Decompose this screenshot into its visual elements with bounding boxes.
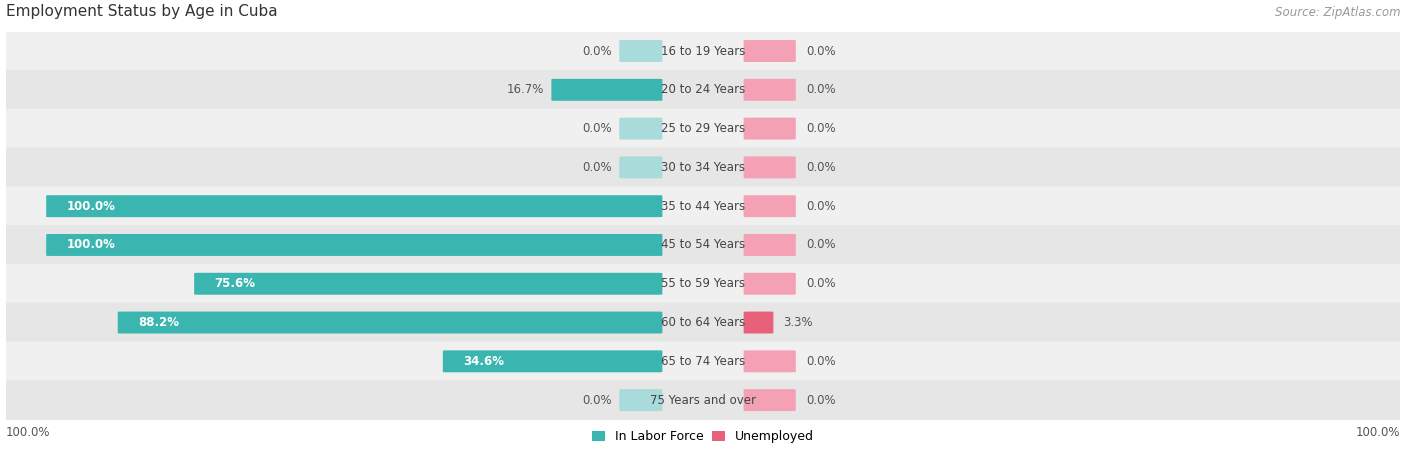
FancyBboxPatch shape <box>619 40 662 62</box>
FancyBboxPatch shape <box>744 157 796 178</box>
Text: 100.0%: 100.0% <box>66 238 115 252</box>
Text: 60 to 64 Years: 60 to 64 Years <box>661 316 745 329</box>
Legend: In Labor Force, Unemployed: In Labor Force, Unemployed <box>588 425 818 448</box>
Text: 0.0%: 0.0% <box>806 83 835 96</box>
Text: 55 to 59 Years: 55 to 59 Years <box>661 277 745 290</box>
FancyBboxPatch shape <box>744 311 773 333</box>
Text: 0.0%: 0.0% <box>806 200 835 213</box>
FancyBboxPatch shape <box>744 117 796 140</box>
Text: 16.7%: 16.7% <box>506 83 544 96</box>
Text: Source: ZipAtlas.com: Source: ZipAtlas.com <box>1275 6 1400 19</box>
Text: 25 to 29 Years: 25 to 29 Years <box>661 122 745 135</box>
Text: 0.0%: 0.0% <box>582 45 612 58</box>
Text: 0.0%: 0.0% <box>806 277 835 290</box>
Text: 16 to 19 Years: 16 to 19 Years <box>661 45 745 58</box>
FancyBboxPatch shape <box>744 351 796 372</box>
FancyBboxPatch shape <box>0 342 1406 381</box>
FancyBboxPatch shape <box>0 108 1406 148</box>
FancyBboxPatch shape <box>194 273 662 295</box>
FancyBboxPatch shape <box>46 234 662 256</box>
Text: 0.0%: 0.0% <box>806 161 835 174</box>
FancyBboxPatch shape <box>0 302 1406 342</box>
Text: 3.3%: 3.3% <box>783 316 813 329</box>
Text: 0.0%: 0.0% <box>582 394 612 407</box>
Text: 100.0%: 100.0% <box>6 427 51 440</box>
FancyBboxPatch shape <box>118 311 662 333</box>
FancyBboxPatch shape <box>0 380 1406 420</box>
Text: 75 Years and over: 75 Years and over <box>650 394 756 407</box>
FancyBboxPatch shape <box>0 186 1406 226</box>
Text: Employment Status by Age in Cuba: Employment Status by Age in Cuba <box>6 4 277 19</box>
FancyBboxPatch shape <box>0 31 1406 71</box>
FancyBboxPatch shape <box>46 195 662 217</box>
FancyBboxPatch shape <box>0 70 1406 110</box>
Text: 75.6%: 75.6% <box>214 277 254 290</box>
Text: 0.0%: 0.0% <box>806 45 835 58</box>
Text: 0.0%: 0.0% <box>806 355 835 368</box>
FancyBboxPatch shape <box>744 234 796 256</box>
FancyBboxPatch shape <box>744 389 796 411</box>
FancyBboxPatch shape <box>744 273 796 295</box>
FancyBboxPatch shape <box>619 157 662 178</box>
FancyBboxPatch shape <box>744 79 796 101</box>
Text: 35 to 44 Years: 35 to 44 Years <box>661 200 745 213</box>
Text: 45 to 54 Years: 45 to 54 Years <box>661 238 745 252</box>
FancyBboxPatch shape <box>619 117 662 140</box>
FancyBboxPatch shape <box>744 40 796 62</box>
FancyBboxPatch shape <box>619 389 662 411</box>
Text: 0.0%: 0.0% <box>806 122 835 135</box>
Text: 65 to 74 Years: 65 to 74 Years <box>661 355 745 368</box>
Text: 34.6%: 34.6% <box>463 355 503 368</box>
Text: 20 to 24 Years: 20 to 24 Years <box>661 83 745 96</box>
Text: 0.0%: 0.0% <box>582 122 612 135</box>
Text: 100.0%: 100.0% <box>1355 427 1400 440</box>
Text: 88.2%: 88.2% <box>138 316 179 329</box>
FancyBboxPatch shape <box>0 148 1406 187</box>
FancyBboxPatch shape <box>551 79 662 101</box>
FancyBboxPatch shape <box>443 351 662 372</box>
FancyBboxPatch shape <box>744 195 796 217</box>
Text: 0.0%: 0.0% <box>806 394 835 407</box>
Text: 0.0%: 0.0% <box>806 238 835 252</box>
Text: 100.0%: 100.0% <box>66 200 115 213</box>
FancyBboxPatch shape <box>0 225 1406 265</box>
Text: 0.0%: 0.0% <box>582 161 612 174</box>
FancyBboxPatch shape <box>0 264 1406 304</box>
Text: 30 to 34 Years: 30 to 34 Years <box>661 161 745 174</box>
